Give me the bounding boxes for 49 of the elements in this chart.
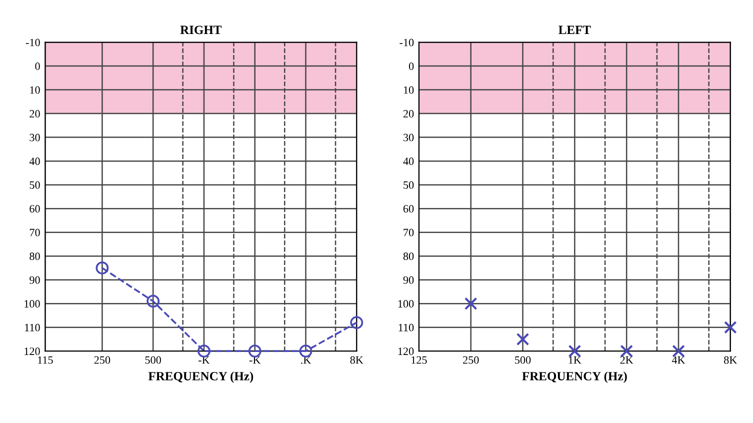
y-tick-label: 90: [403, 276, 414, 284]
y-tick-label: 80: [403, 252, 414, 260]
y-tick-label: 120: [398, 348, 414, 356]
y-tick-label: 30: [30, 134, 40, 142]
y-tick-label: 50: [404, 181, 414, 189]
x-tick-label: 250: [463, 356, 479, 364]
y-tick-label: 80: [30, 252, 40, 260]
x-tick-label: 115: [38, 356, 53, 364]
y-tick-label: -10: [26, 38, 40, 46]
y-tick-label: 30: [404, 134, 414, 142]
x-tick-label: 1K: [568, 356, 582, 364]
x-tick-label: 8K: [350, 356, 364, 364]
y-tick-label: 40: [403, 158, 414, 166]
y-tick-label: 50: [30, 181, 40, 189]
x-axis-title: FREQUENCY (Hz): [148, 372, 254, 383]
y-tick-label: 110: [25, 324, 40, 332]
chart-title: LEFT: [558, 26, 591, 34]
x-axis-title: FREQUENCY (Hz): [522, 372, 627, 383]
x-tick-label: 2K: [620, 356, 634, 364]
point: [516, 332, 530, 346]
y-tick-label: -10: [400, 38, 414, 46]
point: [464, 297, 478, 310]
y-tick-label: 70: [30, 228, 40, 236]
y-tick-label: 20: [403, 110, 414, 118]
y-tick-label: 100: [24, 300, 40, 308]
y-tick-label: 120: [24, 348, 40, 356]
x-tick-label: 125: [412, 356, 427, 364]
x-tick-label: 500: [515, 356, 531, 364]
y-tick-label: 60: [403, 205, 414, 213]
point: [96, 261, 109, 274]
point: [724, 320, 737, 334]
x-tick-label: 250: [94, 356, 110, 364]
y-tick-label: 90: [30, 276, 40, 284]
x-tick-label: 4K: [672, 356, 686, 364]
y-tick-label: 60: [30, 205, 40, 213]
y-tick-label: 0: [408, 62, 414, 70]
y-tick-label: 100: [398, 300, 414, 308]
y-tick-label: 70: [404, 228, 414, 236]
y-tick-label: 40: [29, 158, 40, 166]
y-tick-label: 10: [30, 86, 40, 94]
y-tick-label: 110: [398, 324, 414, 332]
point: [350, 316, 364, 330]
point: [146, 294, 160, 308]
x-tick-label: 500: [145, 356, 161, 364]
x-tick-label: 8K: [724, 356, 738, 364]
y-tick-label: 10: [404, 86, 414, 94]
chart-title: RIGHT: [180, 26, 222, 34]
y-tick-label: 0: [35, 62, 40, 70]
y-tick-label: 20: [30, 110, 40, 118]
